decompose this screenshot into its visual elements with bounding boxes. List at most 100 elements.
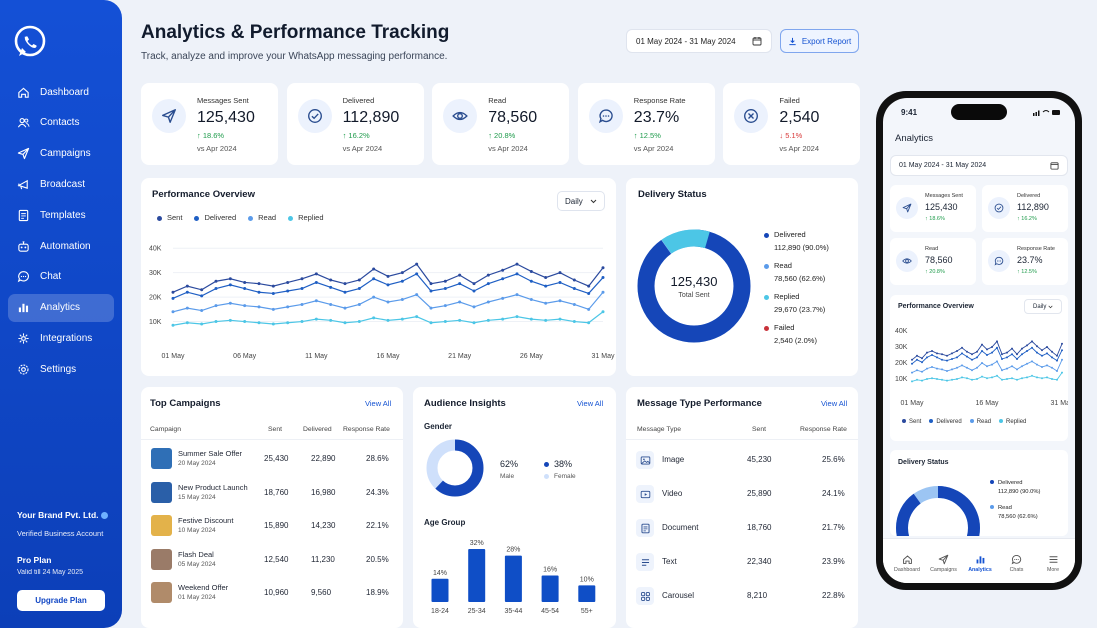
data-point-read bbox=[300, 302, 304, 306]
phone-data-point bbox=[1061, 342, 1063, 345]
delivery-donut-chart bbox=[637, 229, 751, 343]
chat-icon bbox=[17, 271, 29, 283]
phone-delivery-value: 112,890 (90.0%) bbox=[998, 489, 1041, 495]
phone-notch bbox=[951, 104, 1007, 120]
verified-icon bbox=[100, 512, 108, 520]
message-type-name: Image bbox=[662, 455, 685, 464]
age-bar bbox=[468, 548, 486, 602]
phone-stat-card: Response Rate 23.7% ↑ 12.5% bbox=[982, 238, 1068, 285]
legend-dot bbox=[999, 419, 1004, 424]
x-circle-icon bbox=[744, 109, 759, 123]
date-range-picker[interactable]: 01 May 2024 - 31 May 2024 bbox=[626, 29, 772, 53]
age-bar bbox=[504, 555, 522, 602]
campaign-row[interactable]: New Product Launch 15 May 2024 18,760 16,98… bbox=[141, 479, 403, 509]
data-point-read bbox=[601, 290, 605, 294]
legend-dot bbox=[248, 215, 254, 221]
data-point-delivered bbox=[458, 282, 462, 286]
sidebar-item-label: Analytics bbox=[40, 302, 81, 314]
campaign-date: 10 May 2024 bbox=[178, 527, 216, 534]
phone-data-point bbox=[966, 350, 968, 353]
female-label: Female bbox=[554, 473, 576, 480]
data-point-replied bbox=[415, 315, 419, 319]
period-select[interactable]: Daily bbox=[557, 191, 605, 211]
series-line-sent bbox=[172, 263, 604, 293]
sidebar-item-templates[interactable]: Templates bbox=[8, 201, 114, 229]
bar-chart-icon bbox=[976, 556, 984, 564]
phone-date-range[interactable]: 01 May 2024 - 31 May 2024 bbox=[890, 155, 1068, 176]
phone-data-point bbox=[1021, 347, 1023, 350]
phone-tab-chats[interactable]: Chats bbox=[998, 554, 1036, 573]
sidebar-item-settings[interactable]: Settings bbox=[8, 355, 114, 383]
phone-stat-change: ↑ 20.8% bbox=[925, 269, 945, 275]
phone-tab-label: Analytics bbox=[968, 567, 992, 573]
phone-data-point bbox=[1006, 378, 1008, 380]
sidebar-item-campaigns[interactable]: Campaigns bbox=[8, 140, 114, 168]
message-type-row[interactable]: Text 22,340 23.9% bbox=[626, 548, 858, 576]
phone-stat-label: Response Rate bbox=[1017, 246, 1055, 252]
top-campaigns-card: Top Campaigns View All Campaign Sent Del… bbox=[141, 387, 403, 628]
campaign-row[interactable]: Festive Discount 10 May 2024 15,890 14,230 2… bbox=[141, 512, 403, 542]
phone-tab-analytics[interactable]: Analytics bbox=[961, 554, 999, 573]
stat-label: Messages Sent bbox=[197, 96, 249, 105]
data-point-sent bbox=[214, 279, 218, 283]
campaign-row[interactable]: Flash Deal 05 May 2024 12,540 11,230 20.5% bbox=[141, 546, 403, 576]
data-point-delivered bbox=[529, 279, 533, 283]
campaigns-view-all-link[interactable]: View All bbox=[365, 399, 392, 408]
export-report-button[interactable]: Export Report bbox=[780, 29, 859, 53]
message-type-row[interactable]: Document 18,760 21.7% bbox=[626, 514, 858, 542]
export-report-label: Export Report bbox=[801, 36, 852, 46]
phone-tab-dashboard[interactable]: Dashboard bbox=[888, 554, 926, 573]
data-point-sent bbox=[357, 278, 361, 282]
legend-dot bbox=[288, 215, 294, 221]
stat-change: ↑ 12.5% bbox=[633, 131, 661, 140]
message-type-row[interactable]: Carousel 8,210 22.8% bbox=[626, 582, 858, 610]
sidebar-item-contacts[interactable]: Contacts bbox=[8, 109, 114, 137]
message-type-row[interactable]: Video 25,890 24.1% bbox=[626, 480, 858, 508]
stat-card-messages-sent: Messages Sent 125,430 ↑ 18.6% vs Apr 2024 bbox=[141, 83, 278, 165]
phone-data-point bbox=[986, 377, 988, 380]
data-point-read bbox=[200, 309, 204, 313]
data-point-read bbox=[243, 304, 247, 308]
legend-dot bbox=[969, 419, 974, 424]
sidebar-item-chat[interactable]: Chat bbox=[8, 263, 114, 291]
phone-stat-icon-wrap bbox=[988, 197, 1010, 219]
sidebar-item-dashboard[interactable]: Dashboard bbox=[8, 78, 114, 106]
sidebar-item-broadcast[interactable]: Broadcast bbox=[8, 170, 114, 198]
sidebar-item-label: Dashboard bbox=[40, 86, 89, 98]
message-type-icon-wrap bbox=[636, 451, 654, 469]
phone-legend-item: Read bbox=[969, 419, 991, 425]
age-category-label: 35-44 bbox=[504, 608, 522, 615]
data-point-read bbox=[544, 301, 548, 305]
message-type-icon-wrap bbox=[636, 587, 654, 605]
donut-center-label: Total Sent bbox=[678, 292, 710, 299]
data-point-read bbox=[429, 306, 433, 310]
message-type-response-rate: 21.7% bbox=[822, 523, 845, 532]
message-type-view-all-link[interactable]: View All bbox=[821, 399, 848, 408]
phone-data-point bbox=[1041, 349, 1043, 352]
sidebar-item-analytics[interactable]: Analytics bbox=[8, 293, 114, 322]
stat-icon-wrap bbox=[443, 99, 478, 133]
legend-value: 78,560 (62.6%) bbox=[774, 274, 826, 283]
message-type-row[interactable]: Image 45,230 25.6% bbox=[626, 446, 858, 474]
upgrade-plan-button[interactable]: Upgrade Plan bbox=[17, 590, 105, 611]
phone-stat-value: 23.7% bbox=[1017, 255, 1043, 265]
delivery-status-card: Delivery Status 125,430 Total Sent Deliv… bbox=[626, 178, 858, 376]
phone-data-point bbox=[1001, 369, 1003, 372]
audience-view-all-link[interactable]: View All bbox=[577, 399, 604, 408]
stat-label: Delivered bbox=[342, 96, 375, 105]
phone-data-point bbox=[1046, 352, 1048, 355]
campaign-row[interactable]: Weekend Offer 01 May 2024 10,960 9,560 18.9% bbox=[141, 579, 403, 609]
data-point-replied bbox=[228, 318, 232, 322]
sidebar-item-integrations[interactable]: Integrations bbox=[8, 324, 114, 352]
data-point-sent bbox=[200, 288, 204, 292]
phone-tab-more[interactable]: More bbox=[1034, 554, 1072, 573]
phone-data-point bbox=[956, 356, 958, 359]
campaign-delivered: 14,230 bbox=[311, 521, 336, 530]
campaign-row[interactable]: Summer Sale Offer 20 May 2024 25,430 22,890… bbox=[141, 445, 403, 475]
data-point-replied bbox=[572, 320, 576, 324]
message-type-sent: 25,890 bbox=[747, 489, 772, 498]
campaign-thumbnail bbox=[151, 481, 172, 503]
phone-tab-campaigns[interactable]: Campaigns bbox=[925, 554, 963, 573]
sidebar-item-automation[interactable]: Automation bbox=[8, 232, 114, 260]
phone-period-select[interactable]: Daily bbox=[1024, 299, 1062, 314]
